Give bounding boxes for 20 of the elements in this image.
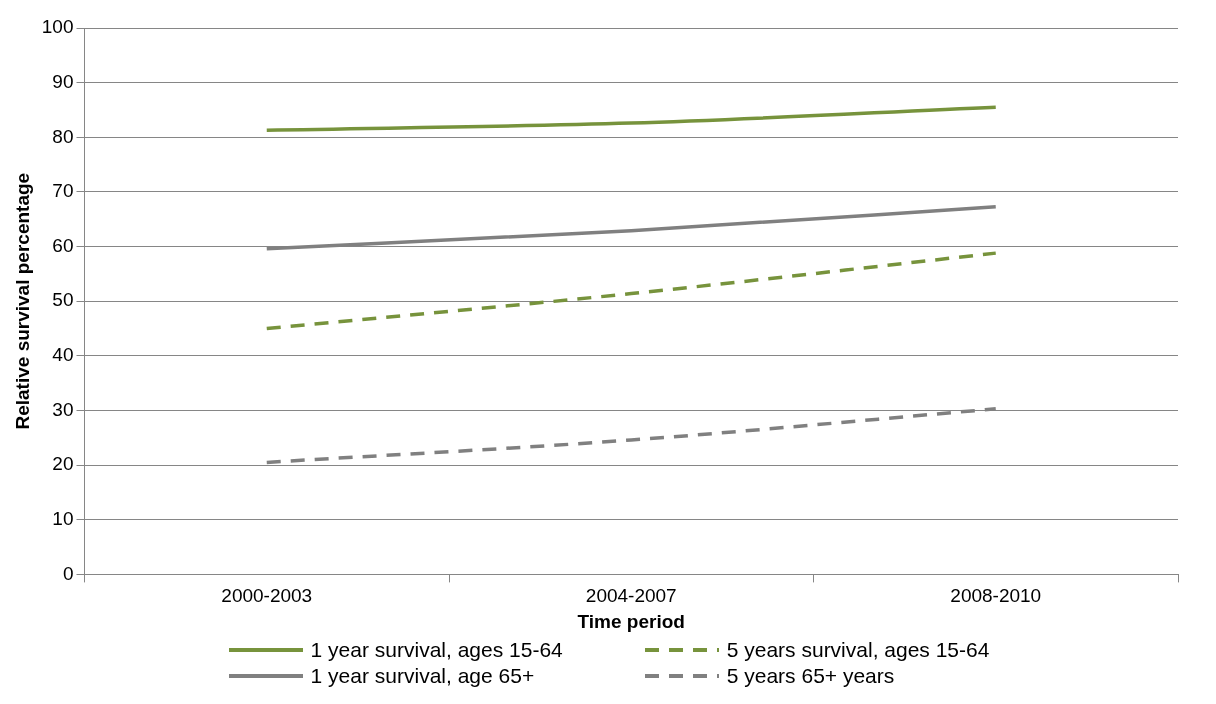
y-tick-label: 70 — [52, 180, 74, 202]
y-tick-label: 30 — [52, 398, 74, 420]
y-tick-label: 100 — [41, 16, 74, 38]
y-axis-title: Relative survival percentage — [11, 172, 33, 430]
x-tick-label: 2008-2010 — [950, 585, 1042, 607]
y-tick-label: 90 — [52, 70, 74, 92]
legend-label: 5 years survival, ages 15-64 — [726, 638, 990, 662]
y-tick-label: 60 — [52, 234, 74, 256]
legend-label: 1 year survival, age 65+ — [310, 664, 535, 688]
y-tick-label: 40 — [52, 344, 74, 366]
y-tick-label: 20 — [52, 453, 74, 475]
legend-label: 1 year survival, ages 15-64 — [310, 638, 563, 662]
y-tick-label: 80 — [52, 125, 74, 147]
x-tick-label: 2004-2007 — [585, 585, 677, 607]
legend-label: 5 years 65+ years — [726, 664, 895, 688]
x-axis-title: Time period — [577, 610, 685, 632]
y-tick-label: 10 — [52, 507, 74, 529]
y-tick-label: 0 — [62, 562, 74, 584]
x-tick-label: 2000-2003 — [221, 585, 313, 607]
y-tick-label: 50 — [52, 289, 74, 311]
